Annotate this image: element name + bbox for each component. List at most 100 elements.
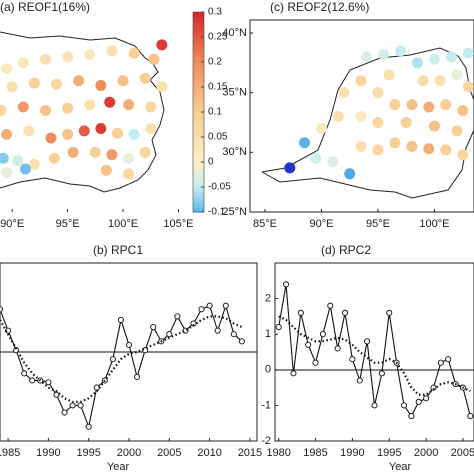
data-point — [117, 316, 124, 324]
colorbar-cell — [193, 22, 204, 28]
colorbar-cell — [193, 92, 204, 98]
colorbar-label: 0.2 — [208, 57, 222, 68]
colorbar-cell — [193, 107, 204, 113]
x-tick-label: 1995 — [377, 447, 401, 459]
station — [423, 101, 435, 113]
colorbar-label: 0.05 — [208, 132, 228, 143]
x-tick-label: 95°E — [366, 218, 390, 230]
colorbar-cell — [193, 32, 204, 38]
station — [23, 125, 35, 137]
station — [73, 75, 85, 87]
panel-title: (b) RPC1 — [93, 243, 143, 257]
station — [28, 77, 40, 89]
x-tick-label: 1985 — [0, 447, 20, 459]
data-point — [109, 356, 116, 363]
colorbar-cell — [193, 82, 204, 88]
x-tick-label: 2015 — [238, 447, 262, 459]
station — [1, 63, 13, 75]
colorbar-cell — [193, 122, 204, 128]
x-tick-label: 2000 — [117, 447, 141, 459]
station — [62, 102, 74, 114]
data-point — [85, 423, 92, 430]
data-point — [53, 391, 60, 398]
data-point — [166, 331, 173, 338]
data-point — [327, 302, 334, 309]
station — [123, 152, 135, 164]
data-point — [238, 338, 245, 345]
colorbar-cell — [193, 162, 204, 168]
y-tick-label: 0 — [265, 364, 271, 376]
station — [423, 143, 435, 155]
station — [389, 137, 401, 149]
station — [123, 168, 135, 180]
colorbar-cell — [193, 37, 204, 43]
x-tick-label: 2010 — [197, 447, 221, 459]
data-point — [275, 324, 282, 331]
x-tick-label: 105°E — [163, 218, 193, 230]
colorbar-cell — [193, 172, 204, 178]
data-point — [467, 413, 474, 420]
station — [332, 111, 344, 123]
data-point — [423, 395, 430, 402]
station — [104, 96, 116, 108]
x-axis-label: Year — [107, 461, 130, 473]
x-tick-label: 95°E — [56, 218, 80, 230]
x-tick-label: 100°E — [419, 218, 449, 230]
station — [128, 47, 140, 59]
station — [145, 122, 157, 134]
station — [355, 111, 367, 123]
map-points — [0, 39, 168, 180]
station — [372, 116, 384, 128]
colorbar-label: 0 — [208, 157, 214, 168]
colorbar-cell — [193, 67, 204, 73]
x-tick-label: 1990 — [340, 447, 364, 459]
data-point — [305, 341, 312, 348]
colorbar-label: 0.25 — [208, 32, 228, 43]
panel-title: (d) RPC2 — [321, 243, 371, 257]
station — [17, 101, 29, 113]
colorbar-cell — [193, 12, 204, 18]
series-line — [278, 284, 471, 418]
station — [299, 137, 310, 149]
data-point — [400, 402, 408, 409]
y-tick-label: 30°N — [222, 146, 247, 158]
station — [156, 39, 168, 51]
data-point — [445, 356, 452, 363]
y-tick-label: -1 — [261, 399, 271, 411]
panel-title: (a) REOF1(16%) — [0, 0, 90, 14]
colorbar-cell — [193, 112, 204, 118]
station — [355, 75, 367, 87]
station — [123, 99, 135, 111]
station — [78, 125, 90, 137]
x-tick-label: 1985 — [303, 447, 327, 459]
colorbar-cell — [193, 177, 204, 183]
data-point — [29, 377, 36, 384]
colorbar-cell — [193, 197, 204, 203]
station — [451, 69, 463, 81]
plateau-outline — [0, 31, 165, 193]
data-point — [312, 359, 319, 366]
trend-line — [278, 315, 471, 396]
y-tick-label: -2 — [261, 435, 271, 447]
station — [84, 99, 96, 111]
station — [148, 53, 160, 65]
station — [84, 48, 96, 60]
data-point — [290, 370, 297, 377]
station — [106, 149, 118, 161]
colorbar-cell — [193, 192, 204, 198]
colorbar-label: 0.3 — [208, 7, 222, 18]
colorbar-cell — [193, 57, 204, 63]
data-point — [214, 327, 221, 334]
station — [39, 105, 51, 117]
station — [457, 105, 469, 117]
panel-title: (c) REOF2(12.6%) — [270, 0, 369, 14]
colorbar-cell — [193, 72, 204, 78]
station — [111, 127, 123, 139]
data-point — [134, 373, 141, 380]
data-point — [45, 379, 52, 386]
data-point — [430, 384, 437, 391]
station — [145, 101, 157, 113]
station — [284, 162, 296, 174]
station — [12, 155, 24, 167]
data-point — [174, 313, 181, 320]
